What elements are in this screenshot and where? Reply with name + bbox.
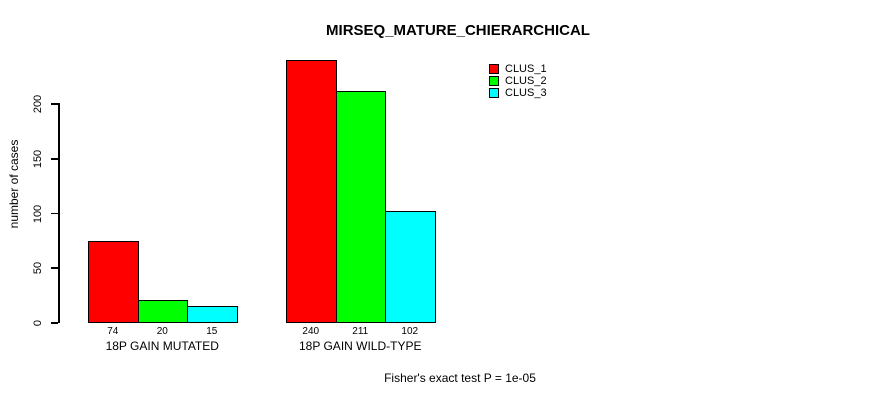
- footer-annotation: Fisher's exact test P = 1e-05: [384, 371, 536, 385]
- bar-value-label: 15: [206, 326, 218, 337]
- y-tick-label: 150: [32, 149, 44, 169]
- y-tick: [51, 267, 58, 269]
- bar-clus-1-18p-gain-wild-type: [286, 59, 337, 323]
- legend: CLUS_1 CLUS_2 CLUS_3: [489, 63, 547, 99]
- legend-swatch-clus-1: [489, 64, 499, 74]
- y-tick-label: 50: [32, 262, 44, 275]
- legend-label: CLUS_3: [505, 87, 547, 99]
- category-label: 18P GAIN MUTATED: [105, 339, 219, 353]
- y-tick: [51, 103, 58, 105]
- bar-clus-1-18p-gain-mutated: [88, 241, 139, 323]
- y-tick-label: 100: [32, 204, 44, 223]
- y-tick: [51, 212, 58, 215]
- bar-value-label: 74: [107, 326, 119, 337]
- y-tick-label: 200: [32, 95, 44, 114]
- legend-item-clus-1: CLUS_1: [489, 63, 547, 75]
- bar-value-label: 102: [401, 326, 419, 337]
- bar-clus-3-18p-gain-wild-type: [385, 210, 436, 323]
- y-tick: [51, 322, 58, 324]
- y-axis-label: number of cases: [7, 139, 21, 229]
- chart-title: MIRSEQ_MATURE_CHIERARCHICAL: [326, 22, 590, 39]
- legend-label: CLUS_1: [505, 63, 547, 75]
- y-tick: [51, 158, 58, 160]
- legend-swatch-clus-2: [489, 76, 499, 86]
- legend-swatch-clus-3: [489, 88, 499, 98]
- bar-value-label: 240: [302, 326, 320, 337]
- legend-label: CLUS_2: [505, 75, 547, 87]
- legend-item-clus-3: CLUS_3: [489, 87, 547, 99]
- bar-clus-2-18p-gain-wild-type: [335, 91, 386, 323]
- y-axis: [58, 103, 60, 323]
- y-tick-label: 0: [32, 319, 44, 327]
- bar-clus-3-18p-gain-mutated: [187, 305, 238, 323]
- category-label: 18P GAIN WILD-TYPE: [299, 339, 422, 353]
- bar-value-label: 20: [156, 326, 168, 337]
- legend-item-clus-2: CLUS_2: [489, 75, 547, 87]
- bar-clus-2-18p-gain-mutated: [137, 300, 188, 323]
- bar-value-label: 211: [352, 326, 369, 337]
